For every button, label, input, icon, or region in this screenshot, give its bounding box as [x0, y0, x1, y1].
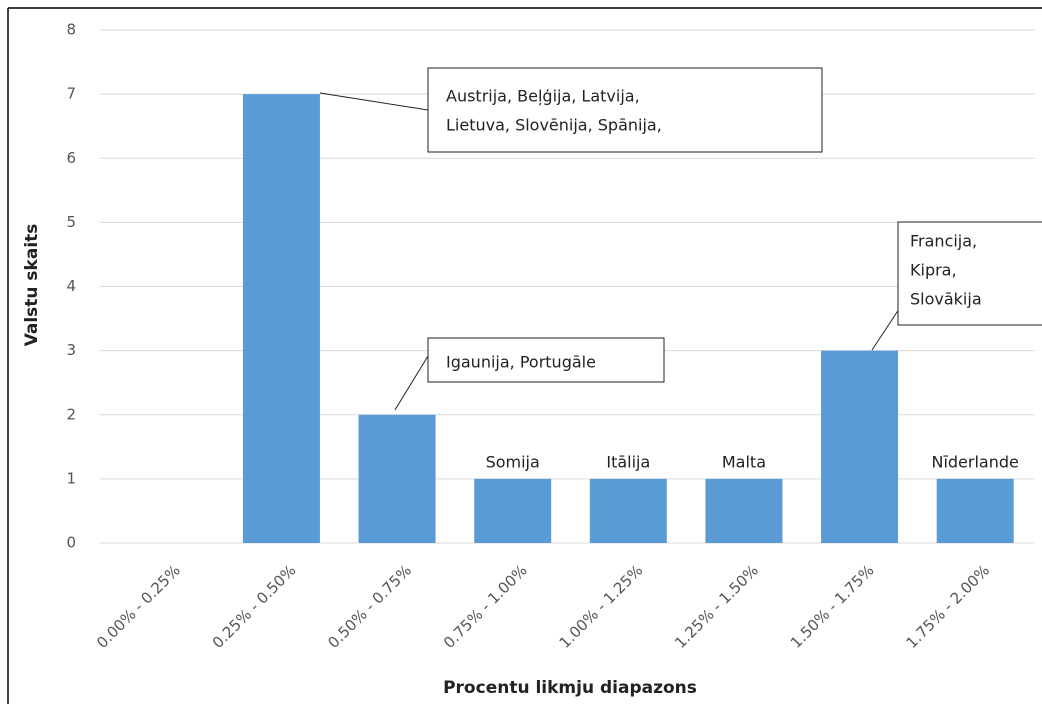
y-tick-label: 2: [66, 405, 76, 423]
x-tick-label: 1.00% - 1.25%: [556, 561, 647, 652]
bar-label: Lietuva, Slovēnija, Spānija,: [446, 116, 662, 135]
x-tick-label: 0.25% - 0.50%: [209, 561, 300, 652]
bar-label: Slovākija: [910, 290, 982, 309]
bar: [705, 478, 783, 543]
x-axis-title: Procentu likmju diapazons: [443, 678, 697, 698]
bar: [821, 350, 899, 543]
x-tick-label: 1.75% - 2.00%: [903, 561, 994, 652]
x-tick-label: 0.75% - 1.00%: [440, 561, 531, 652]
y-tick-label: 6: [66, 149, 76, 167]
y-tick-label: 7: [66, 85, 76, 103]
callout-box: [427, 337, 665, 383]
bar-label: Malta: [722, 452, 766, 471]
y-tick-label: 1: [66, 469, 76, 487]
x-tick-label: 0.00% - 0.25%: [93, 561, 184, 652]
bar-label: Francija,: [910, 232, 977, 251]
y-tick-label: 5: [66, 213, 76, 231]
y-tick-label: 0: [66, 534, 76, 552]
bar-label: Somija: [486, 452, 540, 471]
bar: [936, 478, 1014, 543]
bar: [589, 478, 667, 543]
callout-box: [427, 67, 823, 153]
y-tick-label: 8: [66, 21, 76, 39]
bar-label: Nīderlande: [931, 452, 1018, 471]
bar-label: Austrija, Beļģija, Latvija,: [446, 87, 640, 106]
y-tick-label: 4: [66, 277, 76, 295]
bar-label: Itālija: [606, 452, 650, 471]
callout-box: [897, 221, 1042, 326]
bar: [474, 478, 552, 543]
x-tick-label: 1.25% - 1.50%: [671, 561, 762, 652]
callout-leader: [319, 92, 429, 111]
y-tick-label: 3: [66, 341, 76, 359]
y-axis-title: Valstu skaits: [22, 224, 42, 347]
x-tick-label: 0.50% - 0.75%: [324, 561, 415, 652]
bar-label: Kipra,: [910, 261, 957, 280]
callout-leader: [394, 355, 429, 411]
bar: [242, 94, 320, 543]
x-tick-label: 1.50% - 1.75%: [787, 561, 878, 652]
bar-label: Igaunija, Portugāle: [446, 353, 596, 372]
bar: [358, 414, 436, 543]
